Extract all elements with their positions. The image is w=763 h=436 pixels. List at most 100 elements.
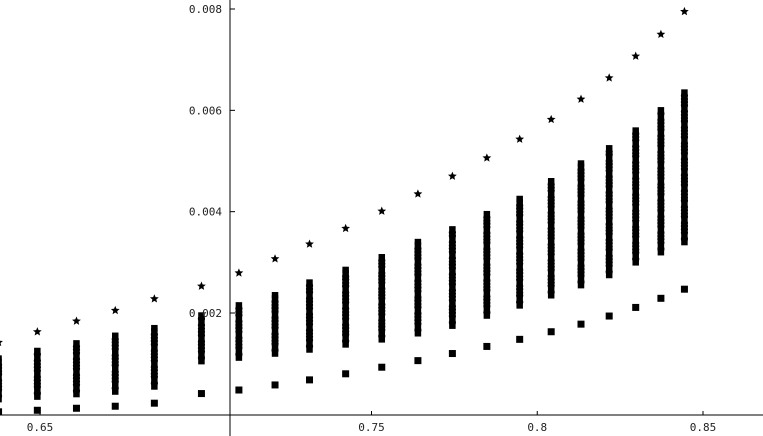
band-square-point	[271, 292, 279, 299]
data-column	[32, 327, 42, 414]
lower-square-point	[33, 406, 41, 414]
data-marks	[0, 6, 689, 416]
band-square-point	[342, 266, 349, 274]
lower-square-point	[306, 376, 314, 384]
data-column	[234, 268, 244, 394]
band-square-point	[547, 178, 555, 185]
y-axis-ticks: 0.002 0.004 0.006 0.008	[189, 3, 235, 320]
upper-star-point	[341, 223, 351, 233]
data-column	[305, 239, 314, 384]
lower-square-point	[605, 312, 613, 320]
upper-star-point	[305, 239, 314, 248]
lower-square-point	[680, 285, 688, 293]
band-square-point	[151, 324, 158, 332]
upper-star-point	[110, 305, 120, 315]
band-square-point	[449, 226, 456, 233]
upper-star-point	[680, 6, 689, 16]
x-tick-label: 0.65	[27, 421, 54, 434]
data-column	[0, 340, 3, 416]
y-tick-label: 0.008	[189, 3, 222, 16]
data-column	[377, 206, 387, 371]
data-column	[448, 171, 457, 358]
lower-square-point	[483, 342, 491, 350]
upper-star-point	[72, 316, 81, 325]
data-column	[110, 305, 120, 410]
data-column	[604, 73, 614, 320]
band-square-point	[73, 340, 80, 347]
upper-star-point	[377, 206, 387, 215]
upper-star-point	[149, 294, 159, 303]
lower-square-point	[414, 357, 422, 365]
lower-square-point	[516, 335, 524, 343]
upper-star-point	[546, 114, 556, 124]
lower-square-point	[342, 370, 350, 378]
lower-square-point	[547, 328, 555, 336]
upper-star-point	[576, 94, 586, 103]
band-square-point	[0, 355, 2, 362]
upper-star-point	[32, 327, 42, 336]
data-column	[270, 254, 280, 389]
band-square-point	[414, 238, 422, 246]
upper-star-point	[197, 281, 206, 290]
band-square-point	[306, 279, 313, 286]
lower-square-point	[632, 303, 640, 311]
data-column	[341, 223, 351, 378]
x-tick-label: 0.8	[527, 421, 547, 434]
y-tick-label: 0.002	[189, 307, 222, 320]
lower-square-point	[0, 408, 3, 416]
band-square-point	[605, 145, 613, 152]
lower-square-point	[577, 320, 585, 328]
band-square-point	[657, 107, 665, 114]
upper-star-point	[604, 73, 614, 82]
lower-square-point	[657, 294, 665, 302]
data-column	[72, 316, 81, 412]
data-column	[413, 189, 423, 365]
data-column	[631, 51, 641, 311]
x-tick-label: 0.85	[690, 421, 717, 434]
lower-square-point	[448, 350, 456, 358]
lower-square-point	[72, 404, 80, 412]
band-square-point	[632, 127, 639, 134]
upper-star-point	[515, 134, 525, 143]
upper-star-point	[234, 268, 244, 277]
band-square-point	[112, 332, 119, 340]
upper-star-point	[656, 29, 666, 39]
band-square-point	[483, 210, 491, 218]
lower-square-point	[150, 399, 158, 407]
x-axis-ticks: 0.65 0.75 0.8 0.85	[27, 411, 717, 434]
data-column	[149, 294, 159, 407]
upper-star-point	[482, 153, 492, 162]
upper-star-point	[270, 254, 280, 263]
upper-star-point	[0, 340, 3, 347]
lower-square-point	[111, 402, 119, 410]
upper-star-point	[413, 189, 423, 198]
x-tick-label: 0.75	[358, 421, 385, 434]
lower-square-point	[378, 363, 386, 371]
upper-star-point	[448, 171, 457, 180]
data-column	[546, 114, 556, 336]
band-square-point	[681, 89, 688, 96]
band-square-point	[0, 374, 2, 381]
band-square-point	[0, 389, 2, 397]
data-column	[197, 281, 206, 398]
lower-square-point	[197, 390, 205, 398]
data-column	[680, 6, 689, 293]
band-square-point	[414, 242, 422, 249]
lower-square-point	[271, 381, 279, 389]
band-square-point	[577, 160, 585, 167]
band-square-point	[516, 195, 523, 203]
y-tick-label: 0.004	[189, 206, 222, 219]
data-column	[576, 94, 586, 328]
band-square-point	[235, 302, 243, 309]
data-column	[482, 153, 492, 350]
band-square-point	[34, 347, 41, 355]
data-column	[515, 134, 525, 343]
data-column	[656, 29, 666, 302]
band-square-point	[198, 312, 205, 319]
y-tick-label: 0.006	[189, 104, 222, 117]
upper-star-point	[631, 51, 641, 60]
lower-square-point	[235, 386, 243, 394]
band-square-point	[0, 395, 2, 403]
band-square-point	[378, 254, 386, 261]
